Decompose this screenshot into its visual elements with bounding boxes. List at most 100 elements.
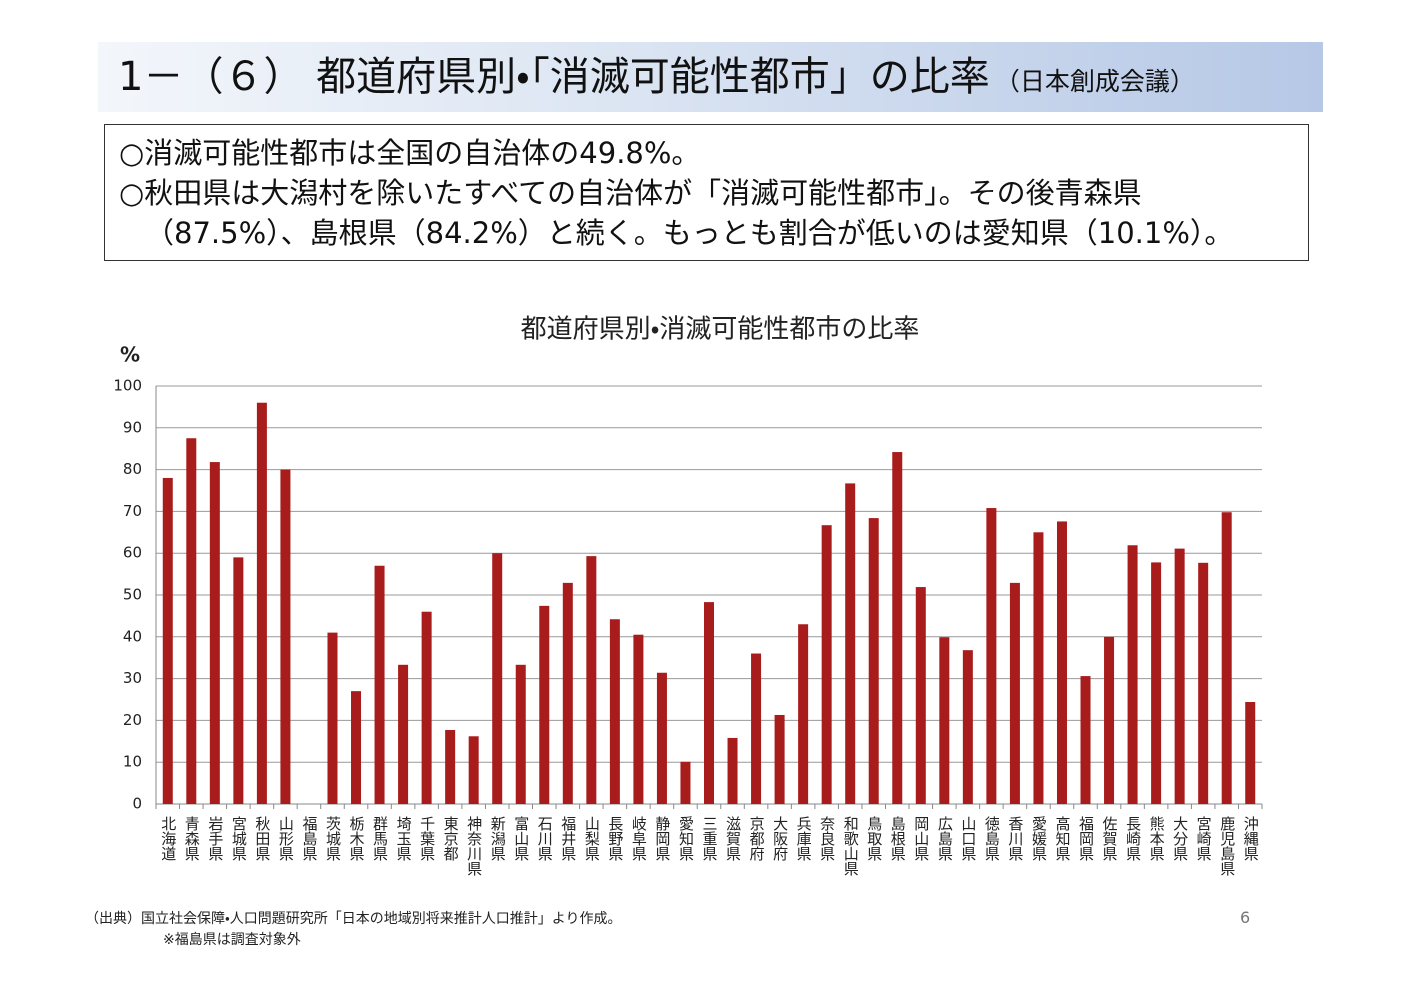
x-tick-label: 島根県: [889, 816, 907, 861]
x-tick-label: 熊本県: [1148, 816, 1166, 861]
bar: [586, 556, 597, 804]
x-tick-label: 群馬県: [371, 816, 389, 861]
header: 1－（６） 都道府県別・「消滅可能性都市」の比率 （日本創成会議）: [98, 42, 1323, 112]
x-tick-label: 奈良県: [818, 816, 836, 861]
x-tick-label: 岡山県: [912, 816, 930, 861]
y-tick-label: 70: [123, 502, 142, 520]
bar: [280, 469, 291, 804]
x-tick-label: 愛媛県: [1030, 816, 1048, 861]
bar: [798, 624, 809, 804]
bar: [1009, 582, 1020, 804]
bar: [327, 632, 338, 804]
x-tick-label: 広島県: [936, 816, 954, 861]
summary-box: ○消滅可能性都市は全国の自治体の49.8%。 ○秋田県は大潟村を除いたすべての自…: [104, 124, 1309, 261]
y-tick-label: 50: [123, 586, 142, 604]
bar: [845, 483, 856, 804]
bar: [1033, 532, 1044, 804]
bar: [1127, 545, 1138, 804]
x-tick-label: 山口県: [959, 816, 977, 861]
bar: [751, 653, 762, 804]
bar: [1245, 702, 1256, 804]
bar: [892, 452, 903, 804]
summary-line: ○消滅可能性都市は全国の自治体の49.8%。: [119, 136, 701, 170]
y-tick-label: 60: [123, 544, 142, 562]
x-tick-label: 北海道: [159, 816, 177, 861]
x-tick-label: 秋田県: [253, 816, 271, 861]
bar: [562, 582, 573, 804]
bar: [727, 737, 738, 804]
y-tick-label: 100: [113, 377, 142, 395]
bar: [398, 664, 409, 804]
x-tick-label: 佐賀県: [1101, 816, 1119, 861]
bar: [633, 634, 644, 804]
x-tick-label: 栃木県: [348, 816, 366, 861]
note: ※福島県は調査対象外: [163, 932, 301, 948]
x-tick-label: 千葉県: [418, 816, 436, 861]
x-tick-label: 京都府: [748, 816, 766, 862]
x-tick-label: 山梨県: [583, 816, 601, 861]
bar: [1151, 562, 1162, 804]
bar: [351, 691, 362, 804]
x-tick-label: 福井県: [559, 816, 577, 861]
x-tick-label: 鹿児島県: [1218, 816, 1236, 876]
x-tick-label: 福島県: [300, 816, 318, 861]
bar: [774, 714, 785, 804]
y-tick-label: 90: [123, 418, 142, 436]
x-tick-label: 長野県: [606, 816, 624, 861]
bar: [1056, 521, 1067, 804]
x-tick-label: 埼玉県: [395, 816, 413, 861]
bar: [539, 605, 550, 804]
bar: [609, 619, 620, 804]
bar: [209, 462, 220, 804]
x-tick-label: 愛知県: [677, 816, 695, 861]
bar: [1104, 636, 1115, 804]
x-tick-label: 富山県: [512, 816, 530, 861]
x-tick-label: 新潟県: [489, 816, 507, 861]
bar: [492, 553, 503, 804]
y-tick-label: 0: [132, 795, 142, 813]
bar: [162, 477, 173, 804]
chart-title: 都道府県別・消滅可能性都市の比率: [521, 315, 920, 345]
x-tick-label: 静岡県: [653, 816, 671, 861]
bar: [939, 637, 950, 804]
bar: [445, 730, 456, 804]
x-tick-label: 岐阜県: [630, 816, 648, 861]
bar: [374, 565, 385, 804]
x-tick-label: 山形県: [277, 816, 295, 861]
x-tick-label: 鳥取県: [865, 815, 883, 861]
subtitle: （日本創成会議）: [994, 67, 1195, 96]
x-tick-label: 岩手県: [206, 816, 224, 861]
page-number: 6: [1240, 908, 1251, 927]
x-tick-label: 東京都: [442, 816, 460, 861]
bar: [468, 736, 479, 804]
bar: [421, 611, 432, 804]
x-tick-label: 長崎県: [1124, 816, 1142, 861]
x-tick-label: 徳島県: [983, 816, 1001, 861]
x-tick-label: 三重県: [701, 816, 719, 861]
x-tick-label: 宮崎県: [1195, 816, 1213, 861]
bar: [680, 761, 691, 804]
x-tick-label: 茨城県: [324, 816, 342, 861]
bar: [704, 602, 714, 804]
x-tick-label: 神奈川県: [465, 816, 483, 876]
y-tick-label: 80: [123, 460, 142, 478]
x-tick-label: 宮城県: [230, 816, 248, 861]
x-tick-label: 兵庫県: [795, 816, 813, 861]
chart: 都道府県別・消滅可能性都市の比率 % 0 10 20 30 40 50 60 70 80 90 10…: [113, 315, 1263, 876]
x-tick-label: 香川県: [1006, 816, 1024, 861]
summary-line: ○秋田県は大潟村を除いたすべての自治体が「消滅可能性都市」。その後青森県: [119, 176, 1142, 210]
bar: [1174, 548, 1185, 804]
x-tick-label: 大阪府: [771, 816, 789, 862]
x-tick-label: 青森県: [183, 816, 201, 861]
source: （出典）国立社会保障・人口問題研究所「日本の地域別将来推計人口推計」より作成。: [85, 911, 622, 927]
bar: [915, 587, 926, 804]
x-tick-label: 福岡県: [1077, 816, 1095, 861]
bar: [962, 650, 973, 804]
y-tick-label: 30: [123, 669, 142, 687]
x-tick-label: 和歌山県: [842, 816, 860, 876]
title: 1－（６） 都道府県別・「消滅可能性都市」の比率: [118, 54, 990, 100]
y-axis-label: %: [120, 343, 140, 367]
y-tick-label: 10: [123, 753, 142, 771]
bar: [1080, 676, 1091, 804]
